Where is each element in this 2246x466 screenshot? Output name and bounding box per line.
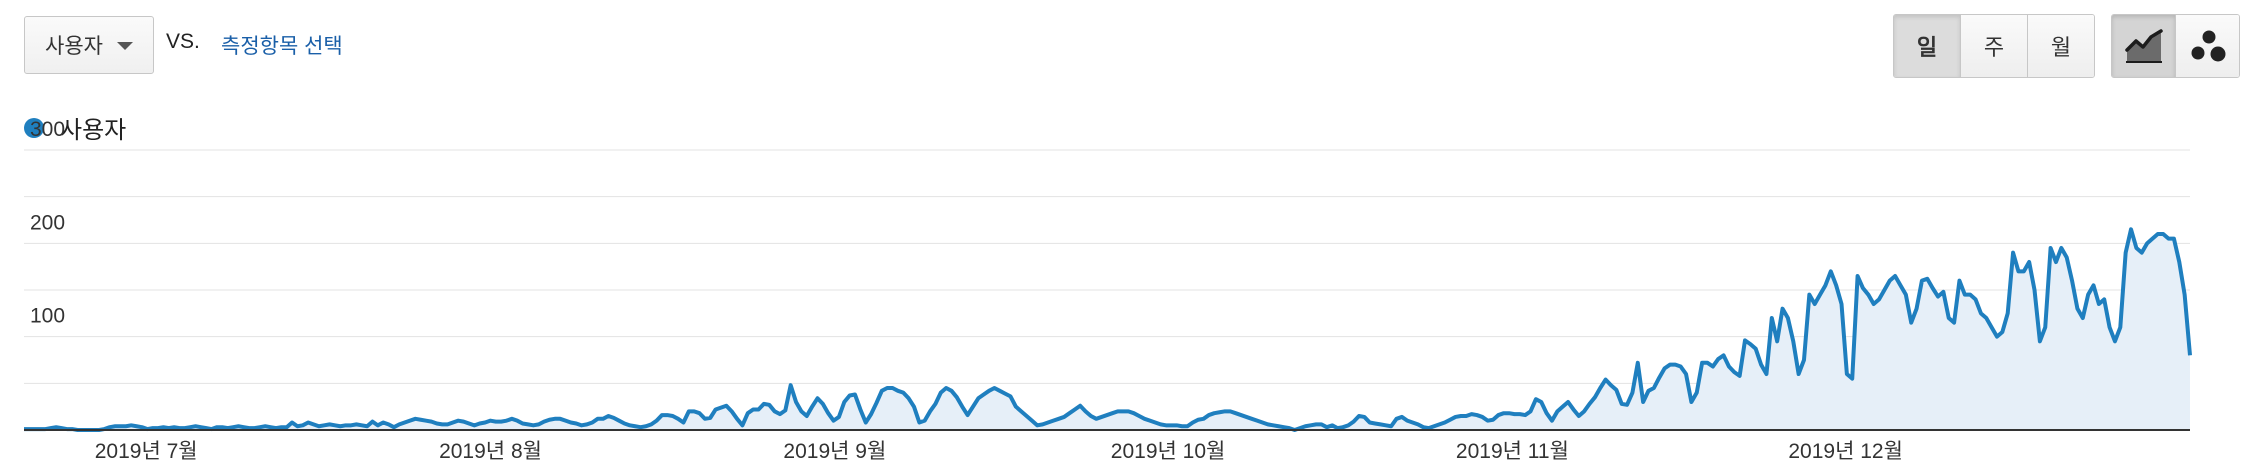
series-line bbox=[24, 227, 2192, 432]
period-day-button[interactable]: 일 bbox=[1894, 15, 1960, 77]
compare-metric-link[interactable]: 측정항목 선택 bbox=[221, 35, 343, 58]
line-chart-icon bbox=[2124, 29, 2163, 63]
period-week-button[interactable]: 주 bbox=[1960, 15, 2027, 77]
period-toggle-group: 일 주 월 bbox=[1893, 14, 2095, 78]
chart-legend: 사용자 bbox=[24, 110, 126, 145]
period-month-button[interactable]: 월 bbox=[2027, 15, 2094, 77]
metric-select[interactable]: 사용자 bbox=[24, 16, 154, 74]
line-chart-button[interactable] bbox=[2112, 15, 2175, 77]
x-tick-label: 2019년 8월 bbox=[439, 440, 542, 463]
x-tick-label: 2019년 10월 bbox=[1111, 440, 1226, 463]
legend-series-label: 사용자 bbox=[60, 117, 127, 144]
caret-down-icon bbox=[117, 42, 133, 50]
y-tick-label: 100 bbox=[30, 305, 65, 328]
series-area-fill bbox=[24, 229, 2190, 430]
x-tick-label: 2019년 9월 bbox=[783, 440, 886, 463]
vs-label: VS. bbox=[166, 30, 200, 53]
metric-select-value: 사용자 bbox=[45, 35, 103, 58]
y-tick-label: 300 bbox=[30, 118, 65, 141]
x-tick-label: 2019년 11월 bbox=[1456, 440, 1569, 463]
legend-series-dot bbox=[24, 117, 44, 138]
chart-type-toggle-group bbox=[2111, 14, 2240, 78]
x-tick-label: 2019년 12월 bbox=[1788, 440, 1903, 463]
motion-chart-icon bbox=[2191, 30, 2225, 62]
chart-toolbar: 사용자 VS. 측정항목 선택 일 주 월 bbox=[0, 0, 2246, 90]
motion-chart-button[interactable] bbox=[2175, 15, 2239, 77]
y-tick-label: 200 bbox=[30, 211, 65, 234]
x-tick-label: 2019년 7월 bbox=[95, 440, 198, 463]
